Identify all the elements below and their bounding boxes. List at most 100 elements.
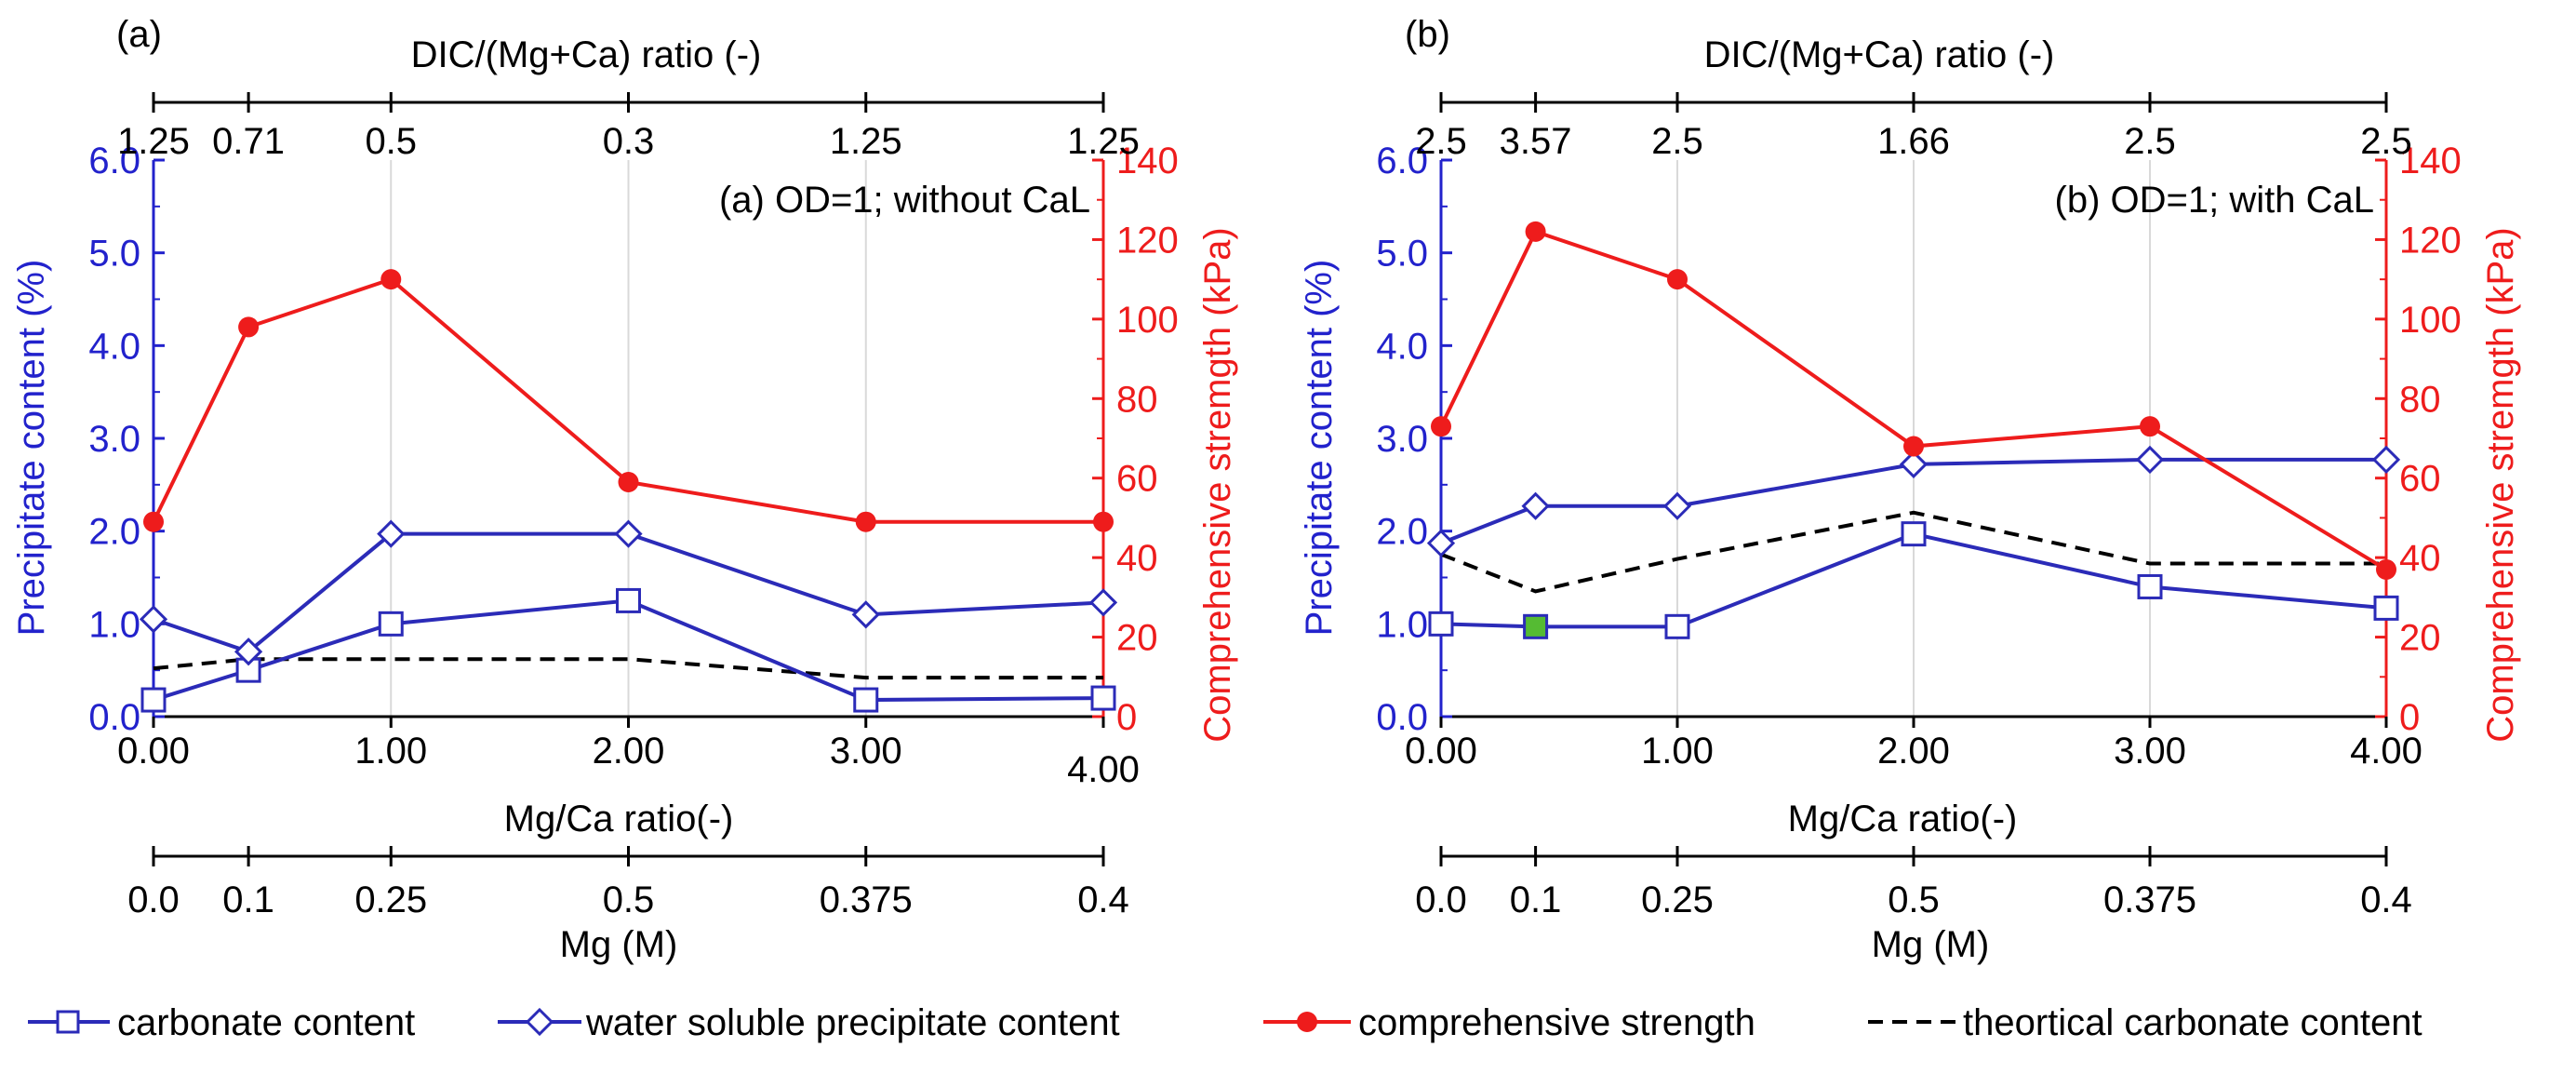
mg-tick-label: 0.375: [820, 879, 913, 920]
dic-axis-title: DIC/(Mg+Ca) ratio (-): [411, 34, 762, 75]
water-point: [1426, 529, 1456, 557]
strength-point: [1903, 436, 1924, 457]
dic-tick-label: 0.5: [365, 121, 417, 162]
water-point: [2371, 445, 2401, 475]
series-strength-line: [1439, 229, 2388, 571]
dic-tick-label: 1.25: [830, 121, 902, 162]
right-y-tick-label: 20: [2399, 618, 2441, 659]
water-point: [139, 605, 168, 634]
legend-carbonate-square-icon: [56, 1010, 80, 1034]
right-y-tick-label: 40: [1116, 538, 1158, 579]
mg-tick-label: 0.5: [1888, 879, 1940, 920]
left-y-tick-label: 2.0: [88, 512, 140, 553]
series-water-line: [153, 531, 1104, 654]
carbonate-point: [2137, 573, 2163, 599]
mg-tick-label: 0.25: [354, 879, 427, 920]
mg-tick-label: 0.375: [2103, 879, 2196, 920]
left-y-tick-label: 3.0: [1376, 419, 1428, 460]
left-y-tick-label: 3.0: [88, 419, 140, 460]
water-point: [2135, 445, 2165, 475]
carbonate-point: [616, 587, 641, 613]
water-point: [1088, 588, 1118, 617]
left-y-tick-label: 1.0: [88, 604, 140, 645]
x-tick-label: 3.00: [2114, 731, 2186, 772]
water-point: [614, 519, 643, 548]
strength-point: [2140, 416, 2160, 437]
left-y-tick-label: 6.0: [1376, 141, 1428, 181]
left-y-tick-label: 4.0: [88, 326, 140, 367]
left-y-tick-label: 0.0: [1376, 697, 1428, 738]
x-tick-label: 4.00: [1067, 749, 1140, 790]
water-point: [1662, 491, 1692, 520]
x-axis-title: Mg/Ca ratio(-): [504, 799, 734, 839]
panel-annotation: (a) OD=1; without CaL: [719, 180, 1090, 221]
strength-point: [618, 471, 639, 492]
carbonate-point: [1901, 521, 1927, 547]
dic-tick-label: 1.25: [117, 121, 190, 162]
legend: carbonate content water soluble precipit…: [28, 1002, 2423, 1043]
x-tick-label: 1.00: [1641, 731, 1714, 772]
dic-tick-label: 1.25: [1067, 121, 1140, 162]
mg-tick-label: 0.4: [1077, 879, 1129, 920]
mg-tick-label: 0.1: [1510, 879, 1562, 920]
legend-theory-label: theortical carbonate content: [1963, 1002, 2423, 1043]
mg-tick-label: 0.4: [2360, 879, 2412, 920]
strength-point: [380, 269, 402, 290]
dic-tick-label: 1.66: [1877, 121, 1950, 162]
series-theory-line: [1440, 510, 2386, 594]
legend-water-label: water soluble precipitate content: [585, 1002, 1120, 1043]
carbonate-point: [1090, 685, 1116, 711]
x-tick-label: 2.00: [1877, 731, 1950, 772]
carbonate-point: [1428, 611, 1454, 637]
carbonate-point: [853, 687, 879, 713]
right-y-tick-label: 60: [2399, 459, 2441, 500]
dic-tick-label: 2.5: [2124, 121, 2176, 162]
legend-carbonate-label: carbonate content: [117, 1002, 415, 1043]
mg-tick-label: 0.5: [603, 879, 655, 920]
mg-tick-label: 0.1: [222, 879, 274, 920]
series-carbonate-line: [1440, 531, 2387, 629]
x-tick-label: 0.00: [117, 731, 190, 772]
strength-point: [1093, 511, 1114, 532]
left-y-tick-label: 4.0: [1376, 326, 1428, 367]
left-y-tick-label: 6.0: [88, 141, 140, 181]
water-point: [851, 600, 880, 629]
water-point: [234, 638, 263, 666]
series-theory-line: [153, 657, 1103, 680]
series-carbonate-line: [153, 598, 1104, 703]
panel-b: 0.0 1.0 2.0 3.0 4.0 5.0 6.0 0 20 40 60 80 100 120 140 0…: [1299, 14, 2521, 965]
strength-point: [238, 316, 260, 338]
right-y-tick-label: 60: [1116, 459, 1158, 500]
right-y-tick-label: 80: [1116, 379, 1158, 420]
strength-point: [2376, 558, 2396, 580]
carbonate-point: [378, 611, 404, 637]
strength-point: [1667, 269, 1688, 290]
left-y-tick-label: 0.0: [88, 697, 140, 738]
mg-axis-title: Mg (M): [1872, 924, 1990, 965]
strength-point: [855, 511, 876, 532]
left-y-tick-label: 5.0: [1376, 234, 1428, 275]
legend-strength-label: comprehensive strength: [1358, 1002, 1755, 1043]
left-y-tick-label: 2.0: [1376, 512, 1428, 553]
panel-label: (a): [116, 14, 162, 55]
panel-a: 0.0 1.0 2.0 3.0 4.0 5.0 6.0 0 20 40 60 80 100 120 140 0…: [11, 14, 1238, 965]
left-y-tick-label: 1.0: [1376, 604, 1428, 645]
left-y-axis-title: Precipitate content (%): [11, 260, 52, 637]
water-point: [1899, 450, 1929, 479]
x-tick-label: 4.00: [2350, 731, 2423, 772]
right-y-tick-label: 140: [1116, 141, 1179, 181]
dic-tick-label: 2.5: [2360, 121, 2412, 162]
right-y-tick-label: 0: [2399, 697, 2420, 738]
carbonate-point: [1523, 613, 1549, 639]
x-axis-title: Mg/Ca ratio(-): [1788, 799, 2018, 839]
x-tick-label: 1.00: [354, 731, 427, 772]
strength-point: [1431, 416, 1451, 437]
mg-axis-title: Mg (M): [560, 924, 678, 965]
series-water-line: [1440, 457, 2386, 545]
dic-tick-label: 2.5: [1415, 121, 1467, 162]
right-y-axis-title: Comprehensive stremgth (kPa): [1197, 227, 1238, 743]
right-y-tick-label: 120: [2399, 220, 2462, 261]
legend-water-diamond-icon: [525, 1007, 554, 1037]
water-point: [1521, 491, 1550, 520]
